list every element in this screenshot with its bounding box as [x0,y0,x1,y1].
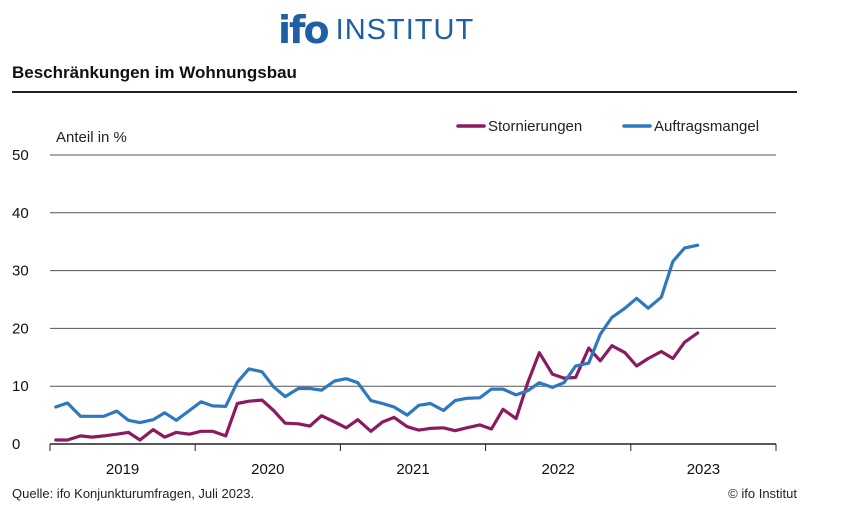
y-tick-label-50: 50 [12,147,29,164]
y-tick-label-10: 10 [12,378,29,395]
x-tick-label-2020: 2020 [251,461,284,478]
legend-label-auftragsmangel: Auftragsmangel [654,118,759,135]
copyright-note: © ifo Institut [728,486,797,501]
y-tick-label-20: 20 [12,320,29,337]
x-tick-label-2022: 2022 [542,461,575,478]
chart-title: Beschränkungen im Wohnungsbau [12,63,297,82]
axis-layer: 0 10 20 30 40 50 2019 2020 2021 2022 2023 [12,147,777,478]
series-layer [54,243,700,442]
series-line-auftragsmangel [54,243,700,425]
series-line-stornierungen [54,331,700,442]
x-tick-label-2021: 2021 [396,461,429,478]
source-note: Quelle: ifo Konjunkturumfragen, Juli 202… [12,486,255,501]
x-tick-label-2023: 2023 [687,461,720,478]
logo-text: INSTITUT [335,14,475,46]
y-tick-label-30: 30 [12,263,29,280]
grid-layer [50,154,776,387]
legend-label-stornierungen: Stornierungen [488,118,582,135]
line-chart: 0 10 20 30 40 50 2019 2020 2021 2022 2023 Anteil i… [12,118,777,478]
ifo-logo: ifo INSTITUT [278,8,474,52]
logo-mark: ifo [278,8,330,52]
legend: Stornierungen Auftragsmangel [456,118,759,135]
y-axis-label: Anteil in % [56,129,127,146]
y-tick-label-40: 40 [12,205,29,222]
title-divider [12,91,797,93]
x-tick-label-2019: 2019 [106,461,139,478]
y-tick-label-0: 0 [12,436,20,453]
